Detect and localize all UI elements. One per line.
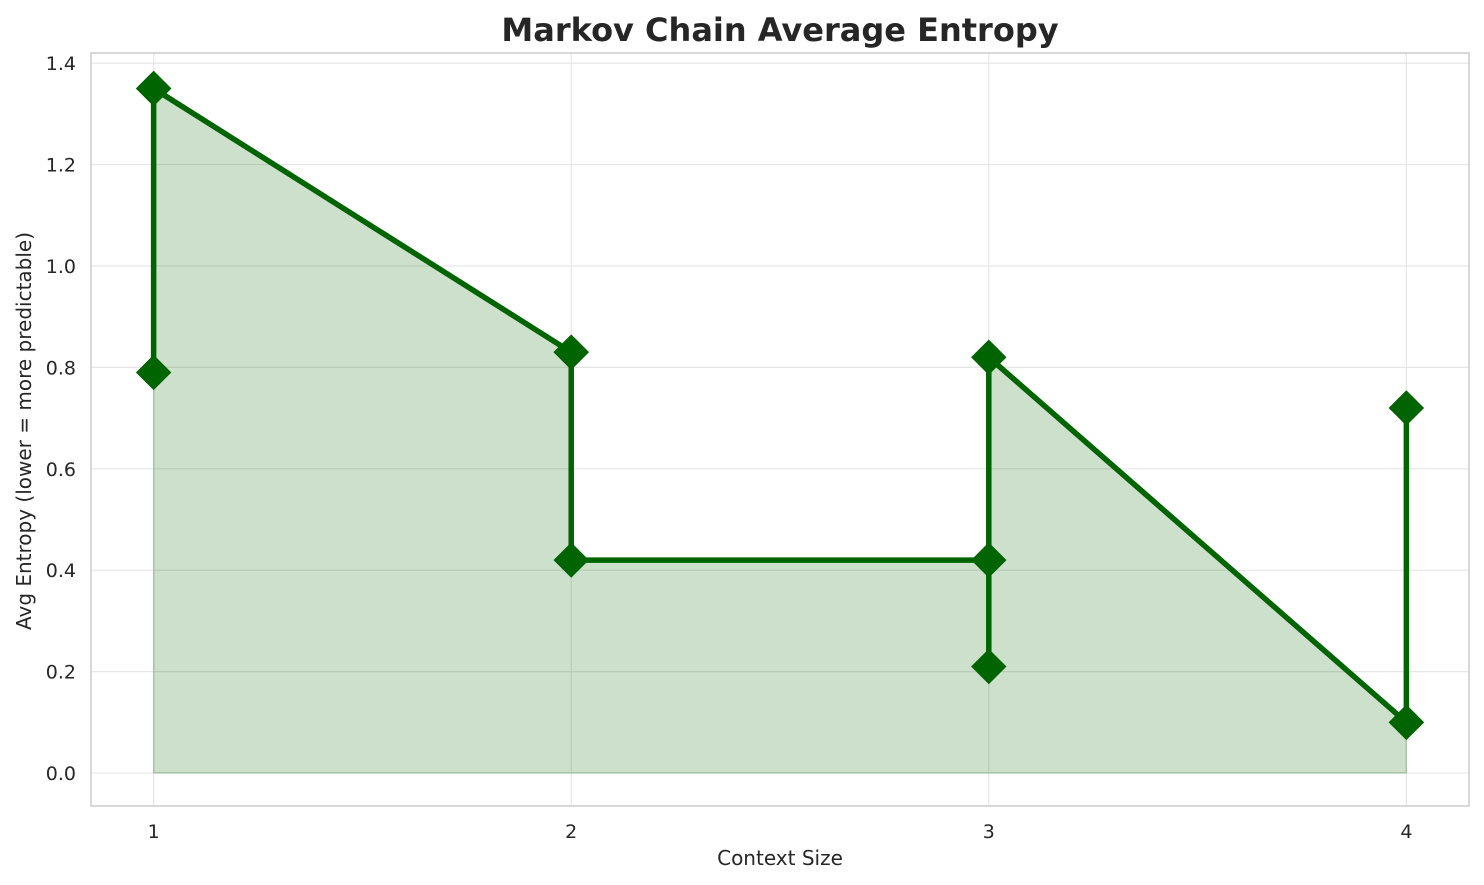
y-tick-label: 0.4: [46, 560, 76, 582]
data-point-marker: [1388, 390, 1425, 426]
x-tick-label: 4: [1400, 821, 1412, 843]
y-tick-label: 1.2: [46, 155, 76, 177]
axes-frame: [90, 52, 1470, 807]
data-point-marker: [1388, 704, 1425, 741]
y-tick-label: 0.6: [46, 459, 76, 481]
x-tick-label: 1: [148, 821, 160, 843]
data-point-marker: [135, 354, 172, 391]
data-point-marker: [971, 542, 1007, 578]
y-tick-label: 0.0: [46, 763, 76, 785]
x-tick-label: 2: [565, 821, 577, 843]
series-markers: [135, 70, 1425, 741]
x-axis-label: Context Size: [717, 846, 843, 870]
y-tick-label: 1.0: [46, 256, 76, 278]
y-tick-labels: 0.0 0.2 0.4 0.6 0.8 1.0 1.2 1.4: [46, 53, 76, 785]
y-tick-label: 0.8: [46, 357, 76, 379]
y-axis-label: Avg Entropy (lower = more predictable): [12, 232, 36, 630]
data-point-marker: [971, 339, 1007, 375]
data-point-marker: [971, 648, 1007, 685]
y-tick-label: 0.2: [46, 662, 76, 684]
data-point-marker: [553, 334, 589, 370]
chart-title: Markov Chain Average Entropy: [501, 11, 1058, 49]
data-point-marker: [553, 542, 589, 578]
y-tick-label: 1.4: [46, 53, 76, 75]
data-point-marker: [135, 70, 172, 107]
x-tick-labels: 1 2 3 4: [148, 821, 1413, 843]
x-tick-label: 3: [983, 821, 995, 843]
